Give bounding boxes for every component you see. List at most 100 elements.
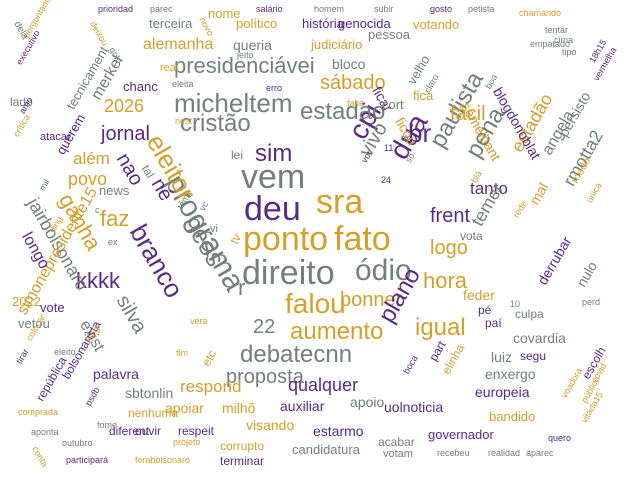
cloud-word: 22 (253, 316, 276, 338)
cloud-word: tô (401, 133, 409, 143)
cloud-word: outubro (62, 438, 93, 448)
cloud-word: participará (66, 455, 109, 465)
cloud-word: tipo (562, 47, 577, 57)
cloud-word: além (73, 149, 110, 168)
cloud-word: micheltem (174, 88, 293, 118)
cloud-word: derrubar (534, 233, 575, 288)
cloud-word: ódio (355, 254, 412, 287)
cloud-word: fácil (450, 103, 486, 125)
cloud-word: luiz (491, 349, 513, 365)
cloud-word: direito (242, 254, 335, 292)
cloud-word: feder (463, 287, 495, 303)
cloud-word: queria (233, 37, 272, 53)
cloud-word: atacar (40, 131, 71, 143)
cloud-word: votando (413, 17, 460, 32)
cloud-word: forabolsonaro (135, 455, 191, 465)
cloud-word: br (408, 118, 432, 148)
cloud-word: deixou (88, 19, 111, 48)
cloud-word: estarmo (313, 423, 364, 439)
cloud-word: povo (68, 169, 108, 189)
cloud-word: 10 (510, 299, 521, 309)
cloud-word: respeit (178, 424, 215, 438)
cloud-word: debatecnn (240, 341, 353, 368)
cloud-word: corrupto (220, 439, 265, 453)
cloud-word: nulo (573, 258, 601, 290)
cloud-word: hora (423, 268, 468, 293)
cloud-word: cima (554, 35, 574, 45)
cloud-word: etc (199, 347, 220, 369)
cloud-word: europeia (475, 384, 530, 400)
cloud-word: silva (111, 291, 151, 338)
cloud-word: vera (190, 316, 208, 326)
cloud-word: erro (266, 83, 283, 93)
cloud-word: diferent (109, 424, 150, 438)
cloud-word: 24 (381, 175, 392, 185)
cloud-word: bloco (332, 56, 366, 72)
cloud-word: covardia (513, 330, 566, 346)
cloud-word: candidatura (292, 442, 360, 457)
cloud-word: jeito (237, 50, 254, 60)
cloud-word: rede (511, 198, 529, 220)
cloud-word: apoiar (165, 400, 204, 416)
cloud-word: fato (334, 220, 391, 258)
cloud-word: homem (314, 4, 345, 14)
cloud-word: visando (246, 417, 295, 433)
cloud-word: judiciário (311, 37, 363, 52)
cloud-word: 11 (384, 143, 394, 153)
cloud-word: parec (150, 4, 173, 14)
cloud-word: bonner (340, 289, 403, 311)
cloud-word: prioridad (98, 4, 134, 14)
cloud-word: apoio (350, 394, 385, 410)
cloud-word: jornal (101, 123, 150, 145)
cloud-word: ponto (243, 220, 329, 258)
cloud-word: chanc (123, 79, 158, 94)
cloud-word: nenhuma (128, 406, 179, 420)
cloud-word: genocida (338, 16, 391, 31)
cloud-word: nest (175, 116, 193, 126)
cloud-word: proposta (226, 366, 304, 388)
cloud-word: cristão (180, 110, 251, 137)
cloud-word: sábado (320, 72, 386, 94)
cloud-word: sim (255, 140, 293, 167)
cloud-word: enxergo (485, 366, 536, 382)
cloud-word: segu (520, 349, 547, 363)
cloud-word: fome (97, 420, 118, 430)
cloud-word: recebeu (437, 448, 470, 458)
cloud-word: igual (415, 314, 466, 341)
cloud-word: sbtonlin (125, 385, 174, 401)
cloud-word: bandido (489, 409, 536, 424)
cloud-word: milhõ (222, 400, 256, 416)
cloud-word: comprada (18, 407, 59, 417)
cloud-word: 2026 (104, 96, 145, 116)
cloud-word: uolnoticia (384, 399, 444, 415)
cloud-word: palavra (93, 366, 139, 382)
cloud-word: crítica (11, 112, 32, 139)
cloud-word: respond (180, 377, 242, 396)
cloud-word: eleito (54, 347, 76, 357)
cloud-word: gosto (430, 4, 453, 14)
cloud-word: república (33, 354, 70, 404)
cloud-word: realidad (488, 448, 521, 458)
cloud-word: fim (176, 348, 188, 358)
cloud-word: quero (548, 433, 572, 443)
cloud-word: aparec (526, 448, 554, 458)
cloud-word: kkkk (76, 268, 120, 293)
cloud-word: news (99, 183, 130, 198)
cloud-word: ex (108, 237, 118, 247)
cloud-word: político (236, 16, 278, 31)
cloud-word: tentar (545, 25, 569, 35)
cloud-word: petista (468, 4, 495, 14)
cloud-word: deu (244, 190, 301, 228)
cloud-word: tanto (470, 179, 508, 198)
cloud-word: claro (422, 72, 441, 95)
cloud-word: alemanha (143, 36, 214, 53)
cloud-word: c (95, 205, 100, 215)
cloud-word: vetou (18, 316, 50, 331)
cloud-word: acabar (378, 435, 415, 449)
cloud-word: qualquer (288, 375, 359, 395)
cloud-word: vote (40, 300, 65, 315)
cloud-word: aponta (31, 427, 59, 437)
cloud-word: mal (526, 179, 552, 208)
cloud-word: terceira (149, 16, 193, 31)
cloud-word: vem (241, 158, 306, 196)
